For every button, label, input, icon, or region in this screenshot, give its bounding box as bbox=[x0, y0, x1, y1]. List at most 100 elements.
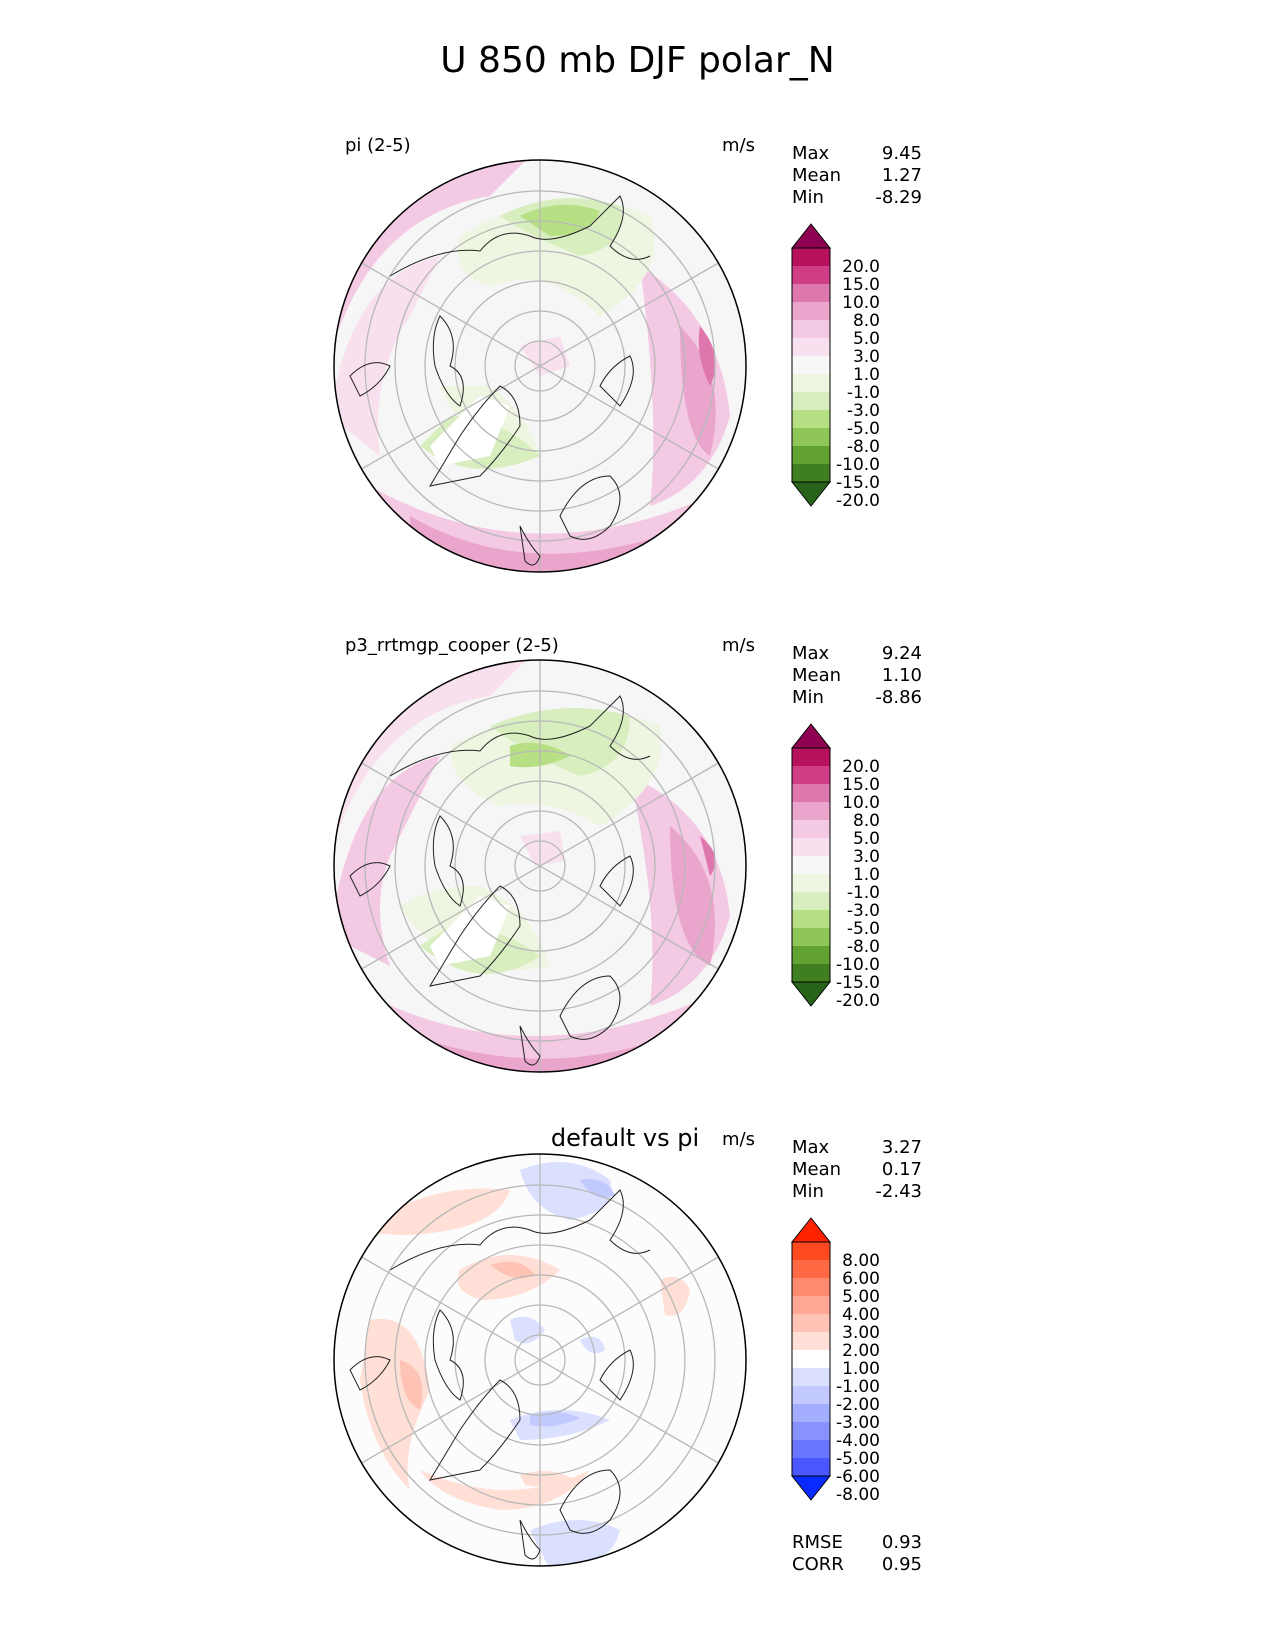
stat-value: -2.43 bbox=[875, 1181, 922, 1202]
colorbar-segment bbox=[792, 802, 830, 821]
colorbar-segment bbox=[792, 302, 830, 321]
colorbar-segment bbox=[792, 946, 830, 965]
panel-title: pi (2-5) bbox=[345, 135, 411, 156]
colorbar-tick-label: -1.0 bbox=[847, 383, 880, 403]
colorbar-tick-label: 5.0 bbox=[853, 329, 880, 349]
panel-diff: default vs pi m/s Max 3.27 Mean 0.17 Min -2… bbox=[0, 986, 1275, 1575]
colorbar-tick-label: -3.0 bbox=[847, 901, 880, 921]
colorbar-tick-label: -5.0 bbox=[847, 919, 880, 939]
stat-label: Mean bbox=[792, 1159, 842, 1180]
colorbar-tick-label: 1.0 bbox=[853, 865, 880, 885]
colorbar-segment bbox=[792, 1386, 830, 1405]
colorbar-tick-label: 20.0 bbox=[842, 257, 880, 277]
colorbar-segment bbox=[792, 766, 830, 785]
colorbar-segment bbox=[792, 446, 830, 465]
stats-box: Max 3.27 Mean 0.17 Min -2.43 bbox=[792, 1137, 922, 1203]
stat-value: 9.24 bbox=[881, 643, 922, 664]
units-label: m/s bbox=[722, 1129, 755, 1150]
stat-value: -8.86 bbox=[875, 687, 922, 708]
stat-value: 0.17 bbox=[881, 1159, 922, 1180]
colorbar-tick-label: 5.00 bbox=[842, 1287, 880, 1307]
colorbar-tick-label: -4.00 bbox=[836, 1431, 880, 1451]
colorbar-tick-label: 8.0 bbox=[853, 311, 880, 331]
colorbar-segment bbox=[792, 1242, 830, 1261]
stat-label: Max bbox=[792, 643, 830, 664]
colorbar-segment bbox=[792, 1404, 830, 1423]
colorbar-frame bbox=[791, 247, 831, 483]
colorbar-tick-label: -6.00 bbox=[836, 1467, 880, 1487]
colorbar-segment bbox=[792, 874, 830, 893]
colorbar-segment bbox=[792, 1314, 830, 1333]
figure-title: U 850 mb DJF polar_N bbox=[440, 40, 835, 81]
colorbar: 8.006.005.004.003.002.001.00-1.00-2.00-3… bbox=[790, 1217, 880, 1505]
stat-label: Min bbox=[792, 687, 824, 708]
colorbar-segment bbox=[792, 856, 830, 875]
panel-ref: p3_rrtmgp_cooper (2-5) m/s Max 9.24 Mean 1… bbox=[0, 486, 1275, 1073]
colorbar-tick-label: 10.0 bbox=[842, 293, 880, 313]
colorbar-tick-label: 2.00 bbox=[842, 1341, 880, 1361]
colorbar-segment bbox=[792, 464, 830, 483]
colorbar-segment bbox=[792, 374, 830, 393]
colorbar-tick-label: -20.0 bbox=[836, 491, 880, 511]
polar-map bbox=[333, 1153, 747, 1567]
colorbar-segment bbox=[792, 820, 830, 839]
colorbar-segment bbox=[792, 1296, 830, 1315]
colorbar-segment bbox=[792, 356, 830, 375]
colorbar-segment bbox=[792, 964, 830, 983]
colorbar-segment bbox=[792, 266, 830, 285]
colorbar-segment bbox=[792, 892, 830, 911]
stat-label: CORR bbox=[792, 1554, 844, 1575]
colorbar-segment bbox=[792, 410, 830, 429]
colorbar-tick-label: 20.0 bbox=[842, 757, 880, 777]
error-stats-box: RMSE 0.93 CORR 0.95 bbox=[792, 1532, 922, 1576]
stat-label: Min bbox=[792, 187, 824, 208]
units-label: m/s bbox=[722, 635, 755, 656]
colorbar-tick-label: -8.0 bbox=[847, 437, 880, 457]
colorbar-segment bbox=[792, 1458, 830, 1477]
colorbar-tick-label: -3.0 bbox=[847, 401, 880, 421]
stat-value: 1.10 bbox=[881, 665, 922, 686]
panel-title: default vs pi bbox=[550, 1124, 700, 1152]
colorbar-tick-label: -15.0 bbox=[836, 473, 880, 493]
colorbar-tick-label: 3.00 bbox=[842, 1323, 880, 1343]
colorbar-tick-label: 8.00 bbox=[842, 1251, 880, 1271]
colorbar-segment bbox=[792, 392, 830, 411]
colorbar-segment bbox=[792, 1260, 830, 1279]
colorbar-tick-label: -3.00 bbox=[836, 1413, 880, 1433]
colorbar-tick-label: 10.0 bbox=[842, 793, 880, 813]
colorbar-segment bbox=[792, 1368, 830, 1387]
colorbar-extend-max bbox=[790, 723, 832, 749]
stat-value: 1.27 bbox=[881, 165, 922, 186]
stat-label: Mean bbox=[792, 665, 842, 686]
colorbar-tick-label: -2.00 bbox=[836, 1395, 880, 1415]
colorbar-segment bbox=[792, 320, 830, 339]
colorbar-tick-label: 15.0 bbox=[842, 775, 880, 795]
colorbar-segment bbox=[792, 910, 830, 929]
colorbar-tick-label: 3.0 bbox=[853, 347, 880, 367]
colorbar-tick-label: -1.0 bbox=[847, 883, 880, 903]
colorbar-segment bbox=[792, 1440, 830, 1459]
colorbar-tick-label: 4.00 bbox=[842, 1305, 880, 1325]
colorbar-segment bbox=[792, 1278, 830, 1297]
colorbar-tick-label: 1.0 bbox=[853, 365, 880, 385]
colorbar: 20.015.010.08.05.03.01.0-1.0-3.0-5.0-8.0… bbox=[790, 223, 880, 511]
colorbar-segment bbox=[792, 1350, 830, 1369]
colorbar-tick-label: 6.00 bbox=[842, 1269, 880, 1289]
colorbar-frame bbox=[791, 1241, 831, 1477]
colorbar-tick-label: 3.0 bbox=[853, 847, 880, 867]
colorbar-segment bbox=[792, 1422, 830, 1441]
stat-label: RMSE bbox=[792, 1532, 843, 1553]
colorbar-tick-label: -15.0 bbox=[836, 973, 880, 993]
stat-value: 3.27 bbox=[881, 1137, 922, 1158]
colorbar-segment bbox=[792, 248, 830, 267]
stat-label: Mean bbox=[792, 165, 842, 186]
stat-label: Max bbox=[792, 1137, 830, 1158]
colorbar-tick-label: -1.00 bbox=[836, 1377, 880, 1397]
panel-title: p3_rrtmgp_cooper (2-5) bbox=[345, 635, 559, 656]
polar-map bbox=[333, 659, 747, 1073]
colorbar-tick-label: -8.00 bbox=[836, 1485, 880, 1505]
colorbar-extend-min bbox=[790, 1475, 832, 1501]
colorbar-tick-label: -5.00 bbox=[836, 1449, 880, 1469]
panel-test: pi (2-5) m/s Max 9.45 Mean 1.27 Min -8.29 bbox=[0, 0, 1275, 573]
colorbar-segment bbox=[792, 428, 830, 447]
